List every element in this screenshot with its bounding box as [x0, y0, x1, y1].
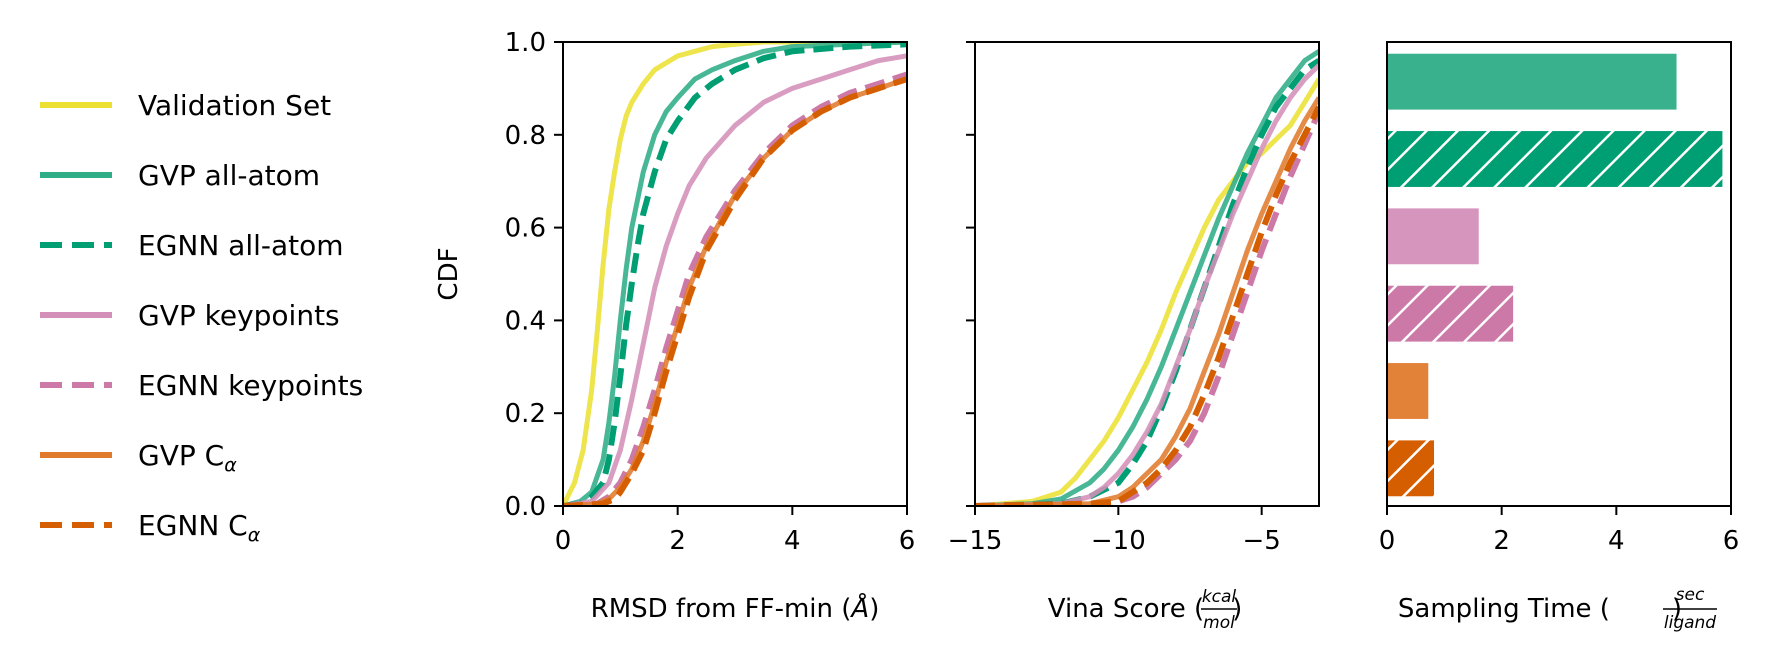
rmsd-x-tick-0-label: 0: [555, 526, 572, 556]
vina-series-egnn_ca: [975, 105, 1319, 506]
time-x-tick-0-label: 0: [1379, 526, 1396, 556]
vina-series-gvp_all: [975, 49, 1319, 506]
rmsd-series-validation: [563, 42, 907, 506]
vina-plot-frame: [974, 41, 1320, 507]
rmsd-series-gvp_kp: [563, 53, 907, 506]
vina-unit-denominator: mol: [1203, 613, 1235, 633]
vina-series-gvp_kp: [975, 63, 1319, 506]
vina-x-tick-1-label: −10: [1091, 526, 1146, 556]
rmsd-series-gvp_all: [563, 42, 907, 506]
legend-label-egnn_ca: EGNN Cα: [138, 509, 261, 546]
time-x-tick-3-label: 6: [1723, 526, 1740, 556]
time-bar-4: [1387, 363, 1429, 419]
vina-series-egnn_kp: [975, 110, 1319, 506]
legend-label-gvp_ca: GVP Cα: [138, 439, 237, 476]
time-plot-frame: [1386, 41, 1732, 507]
vina-cdf-panel: −15 −10 −5 Vina Score () kcal mol: [948, 41, 1320, 633]
rmsd-x-tick-2-label: 4: [784, 526, 801, 556]
vina-x-axis-label: Vina Score (): [1048, 594, 1243, 624]
rmsd-y-tick-5-label: 1.0: [505, 28, 546, 58]
rmsd-y-tick-2-label: 0.4: [505, 306, 546, 336]
rmsd-y-tick-4-label: 0.8: [505, 121, 546, 151]
time-x-axis-label: Sampling Time (): [1398, 594, 1682, 624]
rmsd-series-egnn_kp: [563, 71, 907, 506]
vina-x-tick-2-label: −5: [1243, 526, 1281, 556]
legend-label-validation: Validation Set: [138, 89, 331, 122]
time-unit-numerator: sec: [1676, 585, 1705, 605]
legend-label-gvp_kp: GVP keypoints: [138, 299, 340, 332]
time-bar-5: [1387, 440, 1435, 497]
vina-series-gvp_ca: [975, 96, 1319, 506]
rmsd-series-egnn_ca: [563, 76, 907, 506]
time-bar-0: [1387, 53, 1677, 110]
rmsd-plot-frame: [562, 41, 908, 507]
vina-series-egnn_all: [975, 58, 1319, 506]
rmsd-cdf-panel: 0 2 4 6 0.0 0.2 0.4 0.6 0.8 1.0 CDF RMSD from FF-…: [434, 28, 915, 624]
time-x-tick-1-label: 2: [1493, 526, 1510, 556]
rmsd-x-tick-1-label: 2: [669, 526, 686, 556]
time-unit-denominator: ligand: [1664, 613, 1716, 633]
rmsd-series-egnn_all: [563, 42, 907, 506]
vina-x-tick-0-label: −15: [948, 526, 1003, 556]
rmsd-y-tick-1-label: 0.2: [505, 399, 546, 429]
vina-unit-numerator: kcal: [1202, 587, 1237, 607]
time-bar-3: [1387, 285, 1514, 342]
time-bar-2: [1387, 208, 1479, 265]
rmsd-y-axis-label: CDF: [434, 247, 464, 300]
vina-series-validation: [975, 77, 1319, 506]
legend-label-gvp_all: GVP all-atom: [138, 159, 320, 192]
legend-label-egnn_all: EGNN all-atom: [138, 229, 344, 262]
sampling-time-panel: 0 2 4 6 Sampling Time () sec ligand: [1379, 41, 1740, 633]
rmsd-y-tick-3-label: 0.6: [505, 214, 546, 244]
time-bar-1: [1387, 131, 1723, 187]
legend: Validation Set GVP all-atom EGNN all-atom G…: [40, 89, 363, 546]
rmsd-x-axis-label: RMSD from FF-min (Å): [591, 592, 880, 624]
legend-label-egnn_kp: EGNN keypoints: [138, 369, 363, 402]
rmsd-y-tick-0-label: 0.0: [505, 492, 546, 522]
time-x-tick-2-label: 4: [1608, 526, 1625, 556]
rmsd-x-tick-3-label: 6: [899, 526, 916, 556]
